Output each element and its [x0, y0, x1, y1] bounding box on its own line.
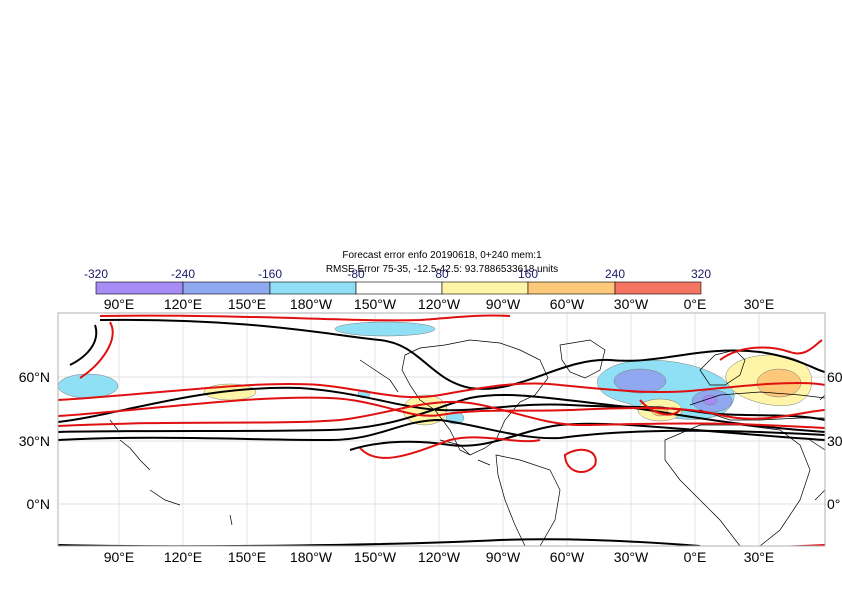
colorbar-segment	[527, 281, 616, 295]
colorbar-label: 240	[605, 267, 625, 281]
lon-label: 60°W	[550, 296, 585, 312]
lon-label: 120°W	[418, 549, 461, 565]
lon-label: 0°E	[684, 296, 707, 312]
colorbar-label: 80	[435, 267, 449, 281]
colorbar-label: 160	[518, 267, 538, 281]
lon-label: 120°E	[164, 549, 202, 565]
error-shading	[58, 321, 813, 426]
colorbar-label: -80	[347, 267, 365, 281]
colorbar-label: 320	[691, 267, 711, 281]
lon-label: 150°W	[354, 296, 397, 312]
colorbar-label: -240	[171, 267, 195, 281]
lat-label: 30°N	[19, 433, 50, 449]
title-line-2: RMSE Error 75-35, -12.5-42.5: 93.7886533…	[326, 264, 558, 275]
lat-label: 0°N	[27, 496, 51, 512]
lon-label: 180°W	[290, 549, 333, 565]
lon-label: 0°E	[684, 549, 707, 565]
lon-label: 30°W	[614, 549, 649, 565]
lon-label: 30°E	[744, 296, 775, 312]
colorbar: -320 -240 -160 -80 80 160 240 320	[84, 267, 711, 295]
colorbar-label: -160	[258, 267, 282, 281]
latitude-labels-right: 60 30 0°	[827, 369, 842, 512]
latitude-labels-left: 60°N 30°N 0°N	[19, 369, 50, 512]
lat-label: 60°N	[19, 369, 50, 385]
map-area	[57, 312, 826, 547]
lon-label: 150°E	[228, 296, 266, 312]
lon-label: 90°W	[486, 296, 521, 312]
colorbar-segment	[441, 281, 529, 295]
longitude-labels-top: 90°E 120°E 150°E 180°W 150°W 120°W 90°W …	[104, 296, 775, 312]
lon-label: 90°E	[104, 549, 135, 565]
colorbar-segment	[355, 281, 443, 295]
map-background	[58, 313, 825, 546]
map-frame	[57, 312, 826, 547]
analysis-contours	[58, 314, 825, 546]
colorbar-segment	[614, 281, 702, 295]
lon-label: 180°W	[290, 296, 333, 312]
colorbar-segment	[95, 281, 184, 295]
lon-label: 90°W	[486, 549, 521, 565]
longitude-labels-bottom: 90°E 120°E 150°E 180°W 150°W 120°W 90°W …	[104, 549, 775, 565]
lat-label: 60	[827, 369, 842, 385]
lat-label: 0°	[827, 496, 840, 512]
title-line-1: Forecast error enfo 20190618, 0+240 mem:…	[342, 250, 542, 261]
lon-label: 90°E	[104, 296, 135, 312]
lon-label: 120°W	[418, 296, 461, 312]
lon-label: 30°W	[614, 296, 649, 312]
lon-label: 120°E	[164, 296, 202, 312]
colorbar-segment	[269, 281, 357, 295]
colorbar-label: -320	[84, 267, 108, 281]
lon-label: 60°W	[550, 549, 585, 565]
lat-label: 30	[827, 433, 842, 449]
colorbar-segment	[182, 281, 271, 295]
lon-label: 150°W	[354, 549, 397, 565]
lon-label: 150°E	[228, 549, 266, 565]
lon-label: 30°E	[744, 549, 775, 565]
